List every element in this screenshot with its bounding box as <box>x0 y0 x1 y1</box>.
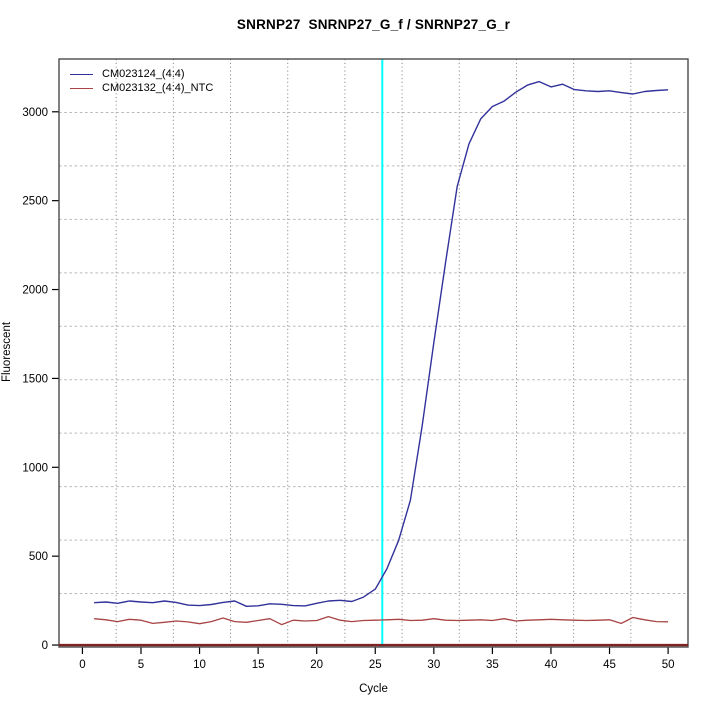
x-tick-label: 0 <box>79 659 85 671</box>
legend-item-ntc: CM023132_(4:4)_NTC <box>70 81 213 95</box>
series-line-0 <box>94 80 669 607</box>
x-tick-label: 50 <box>662 659 675 671</box>
x-tick-label: 5 <box>138 659 144 671</box>
x-tick-label: 15 <box>252 659 265 671</box>
legend: CM023124_(4:4) CM023132_(4:4)_NTC <box>70 67 213 95</box>
y-tick-label: 1500 <box>22 373 48 385</box>
legend-label-ntc: CM023132_(4:4)_NTC <box>102 82 214 94</box>
legend-line-swatch-sample <box>70 73 93 75</box>
x-tick-label: 20 <box>310 659 323 671</box>
legend-line-swatch-ntc <box>70 87 93 89</box>
y-tick-label: 500 <box>29 551 48 563</box>
legend-item-sample: CM023124_(4:4) <box>70 67 213 81</box>
y-tick-label: 3000 <box>22 107 48 119</box>
y-tick-label: 0 <box>42 640 48 652</box>
x-tick-label: 10 <box>193 659 206 671</box>
series-line-1 <box>94 615 669 626</box>
y-tick-label: 1000 <box>22 462 48 474</box>
chart-title: SNRNP27 SNRNP27_G_f / SNRNP27_G_r <box>236 17 511 32</box>
y-tick-label: 2000 <box>22 285 48 297</box>
y-axis-title: Fluorescent <box>1 321 13 383</box>
x-tick-label: 30 <box>427 659 440 671</box>
plot-border <box>58 58 689 648</box>
y-tick-label: 2500 <box>22 196 48 208</box>
x-axis-title: Cycle <box>359 683 388 695</box>
legend-label-sample: CM023124_(4:4) <box>102 68 185 80</box>
x-tick-label: 40 <box>545 659 558 671</box>
x-tick-label: 45 <box>603 659 616 671</box>
x-tick-label: 25 <box>369 659 382 671</box>
x-tick-label: 35 <box>486 659 499 671</box>
